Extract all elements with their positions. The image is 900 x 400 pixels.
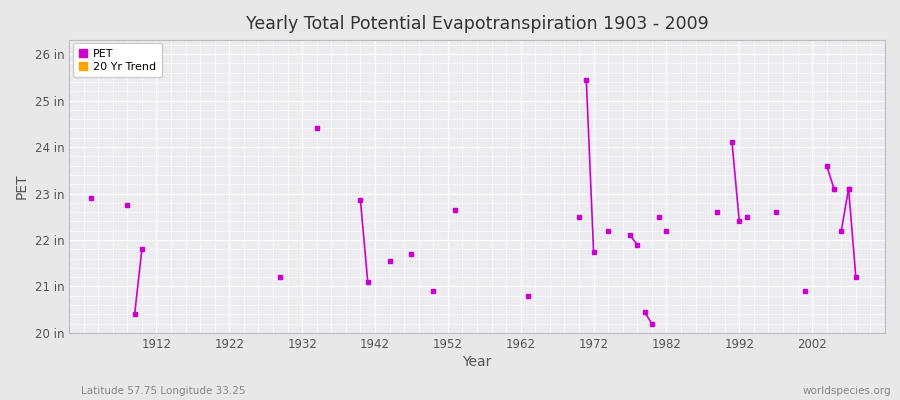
X-axis label: Year: Year — [463, 355, 491, 369]
Text: Latitude 57.75 Longitude 33.25: Latitude 57.75 Longitude 33.25 — [81, 386, 246, 396]
Text: worldspecies.org: worldspecies.org — [803, 386, 891, 396]
Title: Yearly Total Potential Evapotranspiration 1903 - 2009: Yearly Total Potential Evapotranspiratio… — [246, 15, 708, 33]
Y-axis label: PET: PET — [15, 174, 29, 199]
Legend: PET, 20 Yr Trend: PET, 20 Yr Trend — [73, 43, 162, 78]
